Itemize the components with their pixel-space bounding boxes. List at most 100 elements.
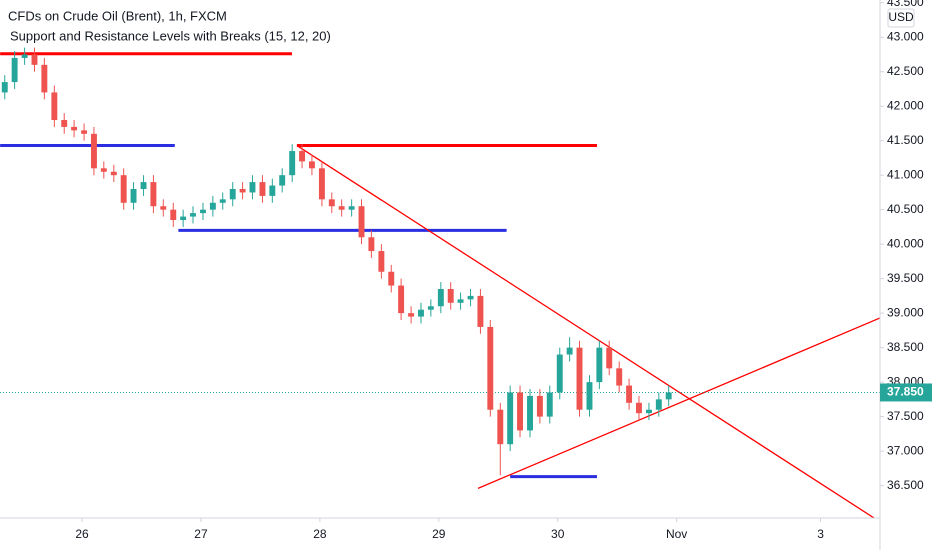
- candle-body: [209, 202, 216, 210]
- candle-body: [1, 82, 8, 93]
- candle-body: [130, 188, 137, 203]
- candle-body: [90, 133, 97, 169]
- candle-body: [160, 206, 167, 210]
- candle-body: [61, 120, 68, 127]
- y-tick-label: 37.500: [887, 409, 924, 423]
- candle-body: [200, 209, 206, 214]
- candle-body: [31, 54, 38, 65]
- y-tick-label: 39.500: [887, 271, 924, 285]
- candle-body: [527, 395, 533, 431]
- y-tick-label: 42.500: [887, 64, 924, 78]
- y-tick-label: 41.000: [887, 167, 924, 181]
- candle-body: [616, 368, 623, 386]
- candle-body: [418, 309, 424, 317]
- candle-body: [249, 182, 256, 193]
- candle-body: [536, 395, 543, 417]
- y-tick-label: 36.500: [887, 478, 924, 492]
- candle-body: [606, 347, 613, 369]
- y-axis-unit: USD: [888, 10, 914, 24]
- candle-body: [626, 385, 633, 403]
- chart-title: CFDs on Crude Oil (Brent), 1h, FXCM: [8, 8, 227, 23]
- candle-body: [348, 206, 355, 210]
- candle-body: [665, 392, 672, 400]
- candle-body: [497, 409, 504, 445]
- candle-body: [308, 161, 315, 169]
- candle-body: [328, 199, 335, 207]
- candle-body: [51, 92, 58, 121]
- candle-body: [408, 313, 415, 317]
- x-tick-label: 30: [551, 527, 565, 541]
- last-price-label: 37.850: [887, 385, 924, 399]
- y-tick-label: 41.500: [887, 133, 924, 147]
- y-tick-label: 43.000: [887, 29, 924, 43]
- trend-line: [296, 144, 875, 518]
- candle-body: [566, 347, 573, 355]
- x-tick-label: Nov: [666, 527, 687, 541]
- x-tick-label: 29: [432, 527, 446, 541]
- unit-box: [887, 8, 915, 28]
- candle-body: [299, 151, 306, 162]
- x-tick-label: 3: [817, 527, 824, 541]
- candle-body: [338, 206, 345, 210]
- candle-body: [120, 175, 127, 203]
- candle-body: [655, 399, 662, 410]
- candle-body: [150, 182, 157, 207]
- candle-body: [140, 182, 147, 189]
- candle-body: [100, 168, 107, 172]
- candle-body: [546, 392, 553, 417]
- candle-body: [596, 347, 603, 383]
- candle-body: [190, 213, 196, 217]
- candle-body: [398, 285, 405, 314]
- candle-body: [487, 326, 494, 410]
- candle-body: [170, 209, 177, 221]
- candle-body: [457, 299, 464, 303]
- candle-body: [635, 402, 642, 414]
- x-tick-label: 26: [75, 527, 89, 541]
- candle-body: [427, 306, 434, 310]
- candle-body: [21, 54, 28, 58]
- candle-body: [219, 199, 226, 203]
- candle-body: [229, 188, 236, 200]
- candle-body: [110, 171, 117, 176]
- candle-body: [507, 392, 514, 445]
- candle-body: [437, 289, 444, 307]
- candle-body: [11, 57, 18, 83]
- candle-body: [180, 216, 187, 221]
- candle-body: [71, 126, 78, 131]
- candle-body: [447, 289, 454, 303]
- candle-body: [289, 151, 296, 176]
- candle-body: [318, 168, 325, 200]
- indicator-label: Support and Resistance Levels with Break…: [10, 28, 331, 43]
- candle-body: [576, 347, 583, 410]
- y-tick-label: 42.000: [887, 98, 924, 112]
- plot-area: [0, 47, 880, 518]
- y-tick-label: 38.500: [887, 340, 924, 354]
- candle-body: [477, 295, 484, 327]
- candle-body: [517, 392, 523, 431]
- y-tick-label: 39.000: [887, 305, 924, 319]
- candle-body: [259, 182, 266, 196]
- y-tick-label: 43.500: [887, 0, 924, 9]
- x-tick-label: 28: [313, 527, 327, 541]
- candle-body: [41, 64, 48, 93]
- y-tick-label: 40.500: [887, 202, 924, 216]
- candle-body: [269, 185, 276, 196]
- candle-body: [378, 251, 385, 272]
- y-tick-label: 40.000: [887, 236, 924, 250]
- candle-body: [467, 295, 474, 300]
- candle-body: [645, 409, 652, 414]
- y-tick-label: 37.000: [887, 443, 924, 457]
- candle-body: [239, 188, 246, 193]
- candle-body: [358, 206, 365, 238]
- x-tick-label: 27: [194, 527, 208, 541]
- candle-body: [279, 175, 286, 186]
- candle-body: [388, 271, 395, 286]
- candle-body: [368, 237, 375, 252]
- trend-line: [477, 317, 880, 489]
- candle-body: [556, 354, 563, 393]
- candle-body: [81, 130, 88, 134]
- last-price-box: [880, 383, 932, 402]
- candle-body: [586, 382, 593, 410]
